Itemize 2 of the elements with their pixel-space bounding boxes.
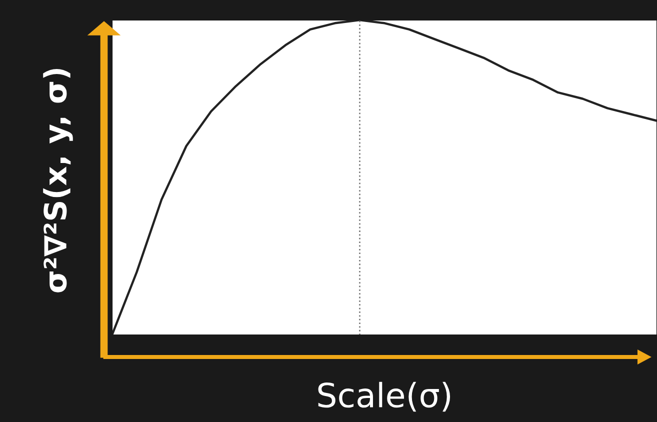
x-axis-title: Scale(σ) (318, 382, 450, 412)
y-axis-title: σ²∇²S(x, y, σ) (43, 68, 73, 292)
